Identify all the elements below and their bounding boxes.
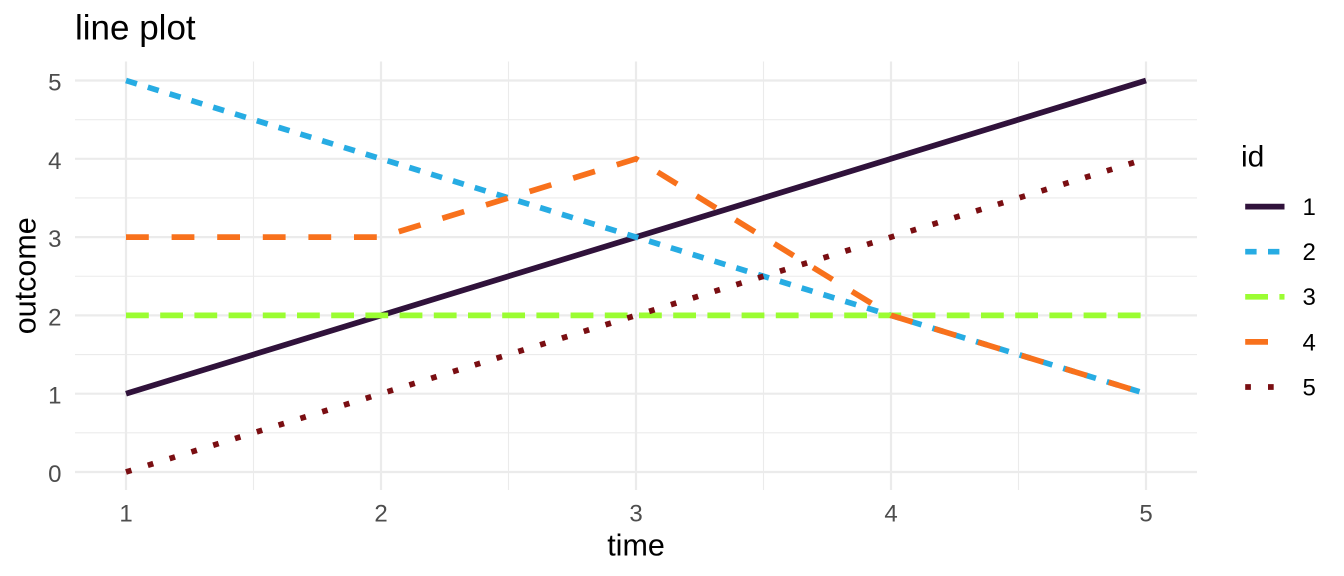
svg-text:5: 5: [48, 70, 61, 97]
svg-text:3: 3: [48, 226, 61, 253]
svg-text:id: id: [1241, 140, 1264, 173]
svg-text:5: 5: [1303, 374, 1316, 401]
svg-text:2: 2: [374, 501, 387, 528]
svg-text:4: 4: [1303, 329, 1316, 356]
svg-text:4: 4: [884, 501, 897, 528]
svg-text:3: 3: [629, 501, 642, 528]
svg-text:2: 2: [1303, 239, 1316, 266]
svg-text:1: 1: [119, 501, 132, 528]
svg-text:4: 4: [48, 148, 61, 175]
svg-text:1: 1: [48, 383, 61, 410]
svg-text:time: time: [607, 529, 665, 563]
svg-text:0: 0: [48, 461, 61, 488]
svg-text:3: 3: [1303, 284, 1316, 311]
svg-text:5: 5: [1139, 501, 1152, 528]
svg-text:2: 2: [48, 304, 61, 331]
svg-text:outcome: outcome: [9, 217, 43, 334]
svg-text:1: 1: [1303, 194, 1316, 221]
svg-text:line plot: line plot: [75, 9, 196, 48]
